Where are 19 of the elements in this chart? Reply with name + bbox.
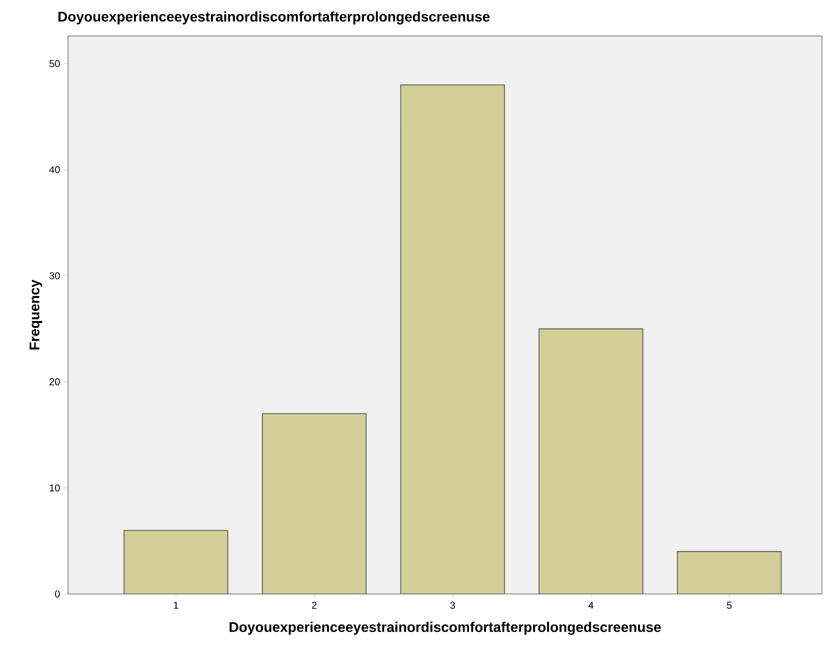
x-tick-label: 4 [588, 602, 594, 609]
bar [124, 530, 228, 594]
y-axis-title: Frequency [30, 280, 42, 350]
bar [677, 551, 782, 594]
y-tick-label: 10 [50, 484, 60, 492]
x-tick-label: 5 [726, 602, 732, 609]
y-tick-label: 20 [50, 378, 60, 386]
bar [262, 413, 367, 594]
y-tick-label: 0 [55, 590, 60, 598]
chart-title: Doyouexperienceeyestrainordiscomfortafterprolongedscreenuse [58, 11, 490, 24]
x-tick-label: 3 [450, 602, 455, 609]
x-axis-title: Doyouexperienceeyestrainordiscomfortafterprolongedscreenuse [230, 622, 661, 635]
y-tick-label: 40 [49, 166, 60, 174]
x-tick-label: 2 [312, 602, 317, 609]
bar [400, 84, 505, 594]
bar [538, 328, 644, 594]
y-tick-label: 30 [49, 272, 60, 280]
x-tick-label: 1 [174, 602, 178, 609]
y-tick-label: 50 [49, 60, 60, 68]
